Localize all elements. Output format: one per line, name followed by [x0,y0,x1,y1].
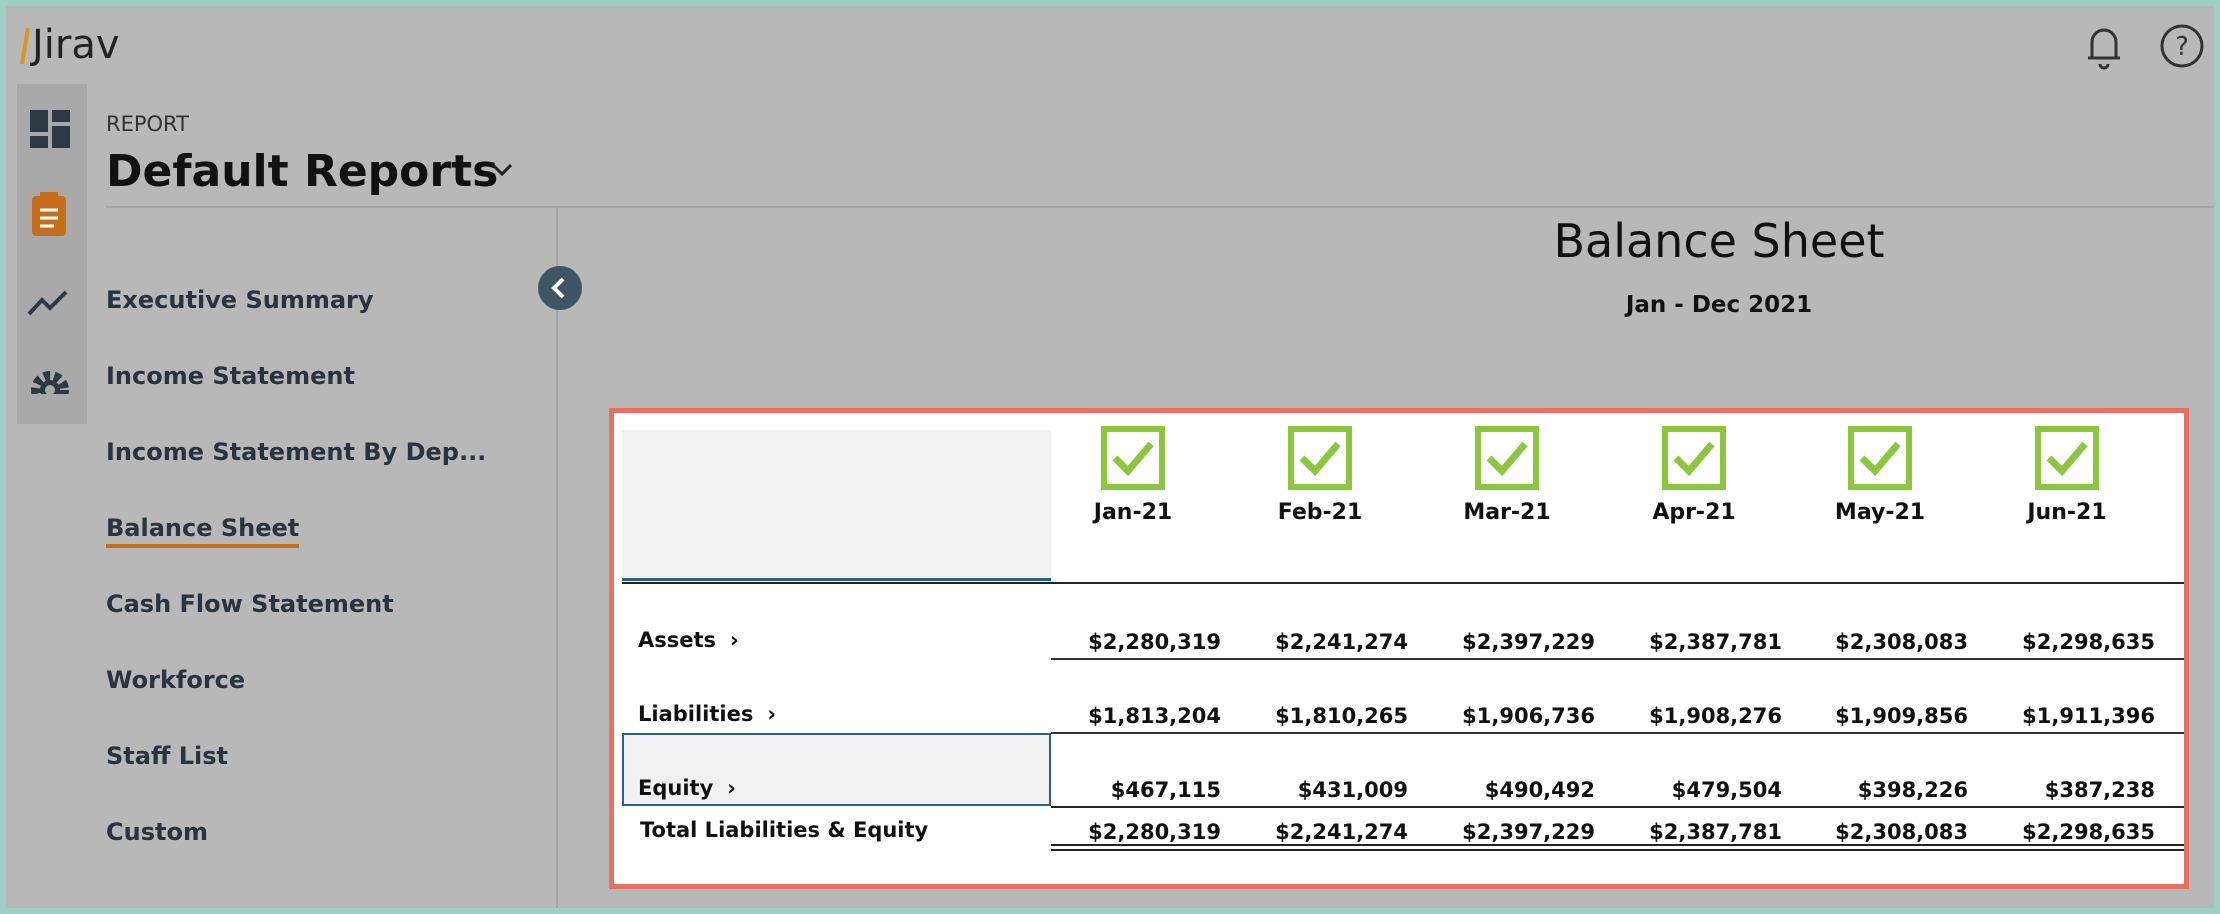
header-rule [622,582,2184,584]
column-checkbox[interactable] [1101,426,1165,490]
row-label[interactable]: Equity › [638,776,736,800]
notifications[interactable] [2084,22,2124,70]
nav-item[interactable]: Income Statement [106,362,355,390]
sheet-title: Balance Sheet [1553,214,1885,268]
cell-value: $1,909,856 [1835,704,1968,728]
column-header: Mar-21 [1463,500,1551,525]
nav-item[interactable]: Staff List [106,742,229,770]
cell-value: $2,397,229 [1462,630,1595,654]
logo-icon [20,27,30,65]
report-label: REPORT [106,112,189,136]
column-checkbox[interactable] [2035,426,2099,490]
row-label[interactable]: Assets › [638,628,739,652]
nav-item[interactable]: Cash Flow Statement [106,590,394,618]
cell-value: $479,504 [1671,778,1782,802]
row-label[interactable]: Liabilities › [638,702,777,726]
cell-value: $1,810,265 [1275,704,1408,728]
column-header: Jan-21 [1093,500,1173,525]
cell-value: $2,387,781 [1649,820,1782,844]
cell-value: $2,308,083 [1835,820,1968,844]
cell-value: $2,241,274 [1275,630,1408,654]
cell-value: $467,115 [1110,778,1221,802]
rail-icons[interactable] [26,104,74,394]
cell-value: $2,241,274 [1275,820,1408,844]
svg-text:?: ? [2175,32,2189,62]
cell-value: $2,280,319 [1088,630,1221,654]
row-label: Total Liabilities & Equity [640,818,929,842]
divider [106,206,2214,208]
cell-value: $431,009 [1297,778,1408,802]
cell-value: $2,387,781 [1649,630,1782,654]
cell-value: $2,397,229 [1462,820,1595,844]
nav-item[interactable]: Workforce [106,666,246,694]
help[interactable]: ? [2158,22,2206,70]
collapse-button[interactable] [537,265,583,311]
column-checkbox[interactable] [1288,426,1352,490]
cell-value: $1,906,736 [1462,704,1595,728]
nav-item[interactable]: Income Statement By Dep... [106,438,487,466]
column-header: Feb-21 [1277,500,1363,525]
total-rule [1051,849,2184,851]
column-checkbox[interactable] [1662,426,1726,490]
expand-icon[interactable]: › [727,776,736,800]
column-checkbox[interactable] [1848,426,1912,490]
report-title[interactable]: Default Reports [106,146,499,197]
nav-item[interactable]: Balance Sheet [106,514,300,548]
cell-value: $1,911,396 [2022,704,2155,728]
report-dropdown[interactable] [490,162,514,178]
column-header: Apr-21 [1652,500,1736,525]
cell-value: $398,226 [1857,778,1968,802]
cell-value: $2,298,635 [2022,820,2155,844]
expand-icon[interactable]: › [730,628,739,652]
selected-cell[interactable] [622,733,1051,806]
cell-value: $2,280,319 [1088,820,1221,844]
column-checkbox[interactable] [1475,426,1539,490]
cell-value: $1,908,276 [1649,704,1782,728]
row-rule [1051,658,2184,660]
cell-value: $1,813,204 [1088,704,1221,728]
nav-item[interactable]: Executive Summary [106,286,374,314]
sheet-subtitle: Jan - Dec 2021 [1625,292,1813,318]
row-rule [1051,732,2184,734]
cell-value: $2,308,083 [1835,630,1968,654]
total-rule [1051,844,2184,846]
cell-value: $387,238 [2044,778,2155,802]
header-cell [622,430,1051,581]
nav-item[interactable]: Custom [106,818,208,846]
column-header: Jun-21 [2027,500,2107,525]
expand-icon[interactable]: › [767,702,777,726]
column-header: May-21 [1834,500,1926,525]
divider [556,206,558,908]
cell-value: $490,492 [1484,778,1595,802]
logo: Jirav [32,22,120,68]
row-rule [1051,806,2184,808]
cell-value: $2,298,635 [2022,630,2155,654]
top-bar [6,6,2214,84]
